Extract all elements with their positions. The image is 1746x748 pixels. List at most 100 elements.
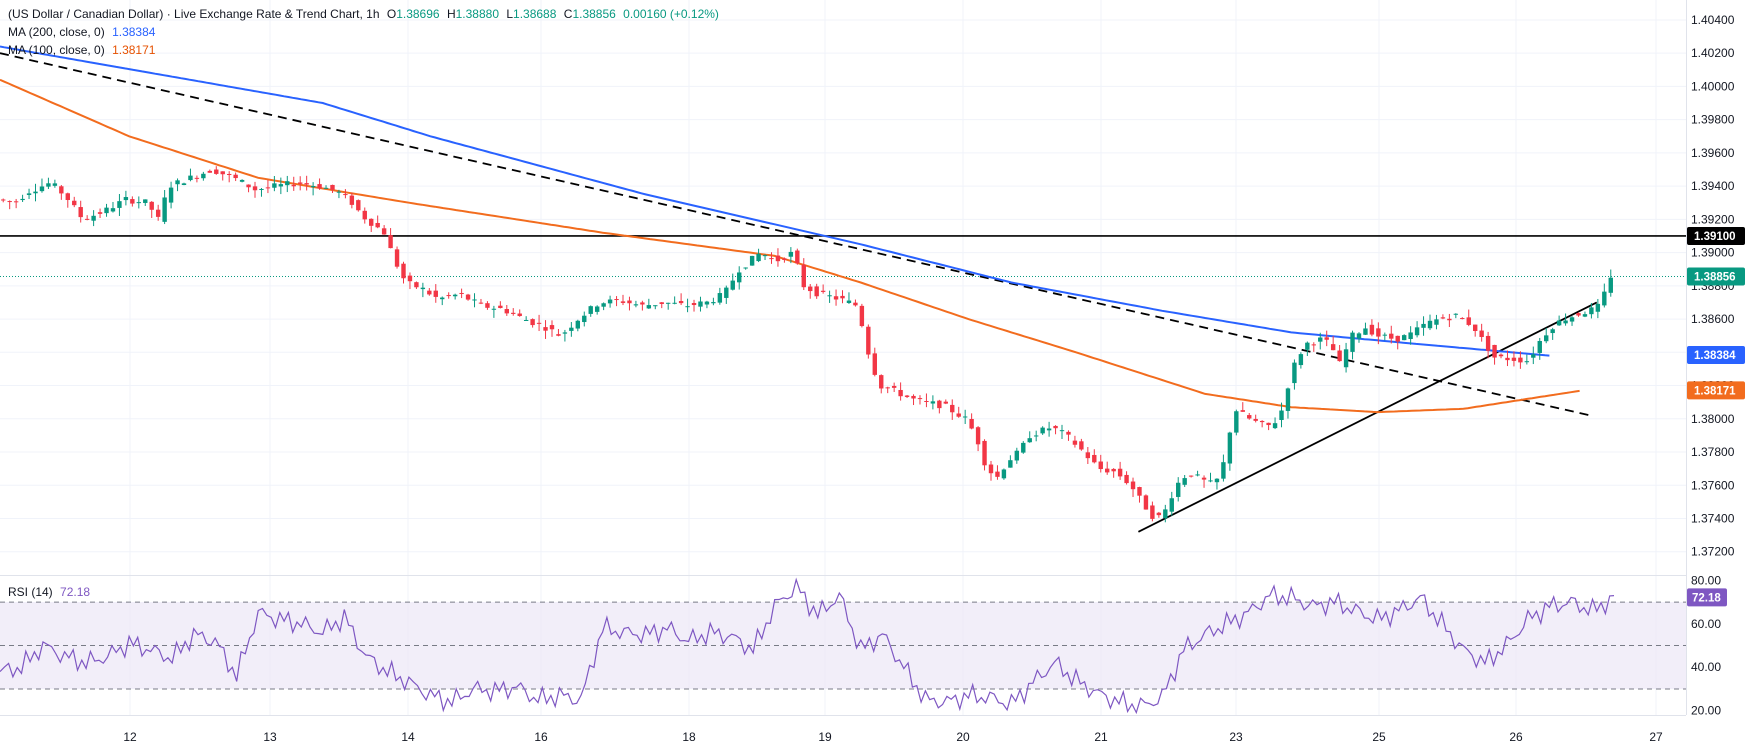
candle-body <box>1524 361 1530 363</box>
candle-body <box>685 306 690 308</box>
candle-body <box>349 195 355 205</box>
candle-body <box>485 303 490 308</box>
candle-body <box>104 207 109 214</box>
candle-body <box>91 215 96 221</box>
candle-body <box>782 258 787 260</box>
candle-body <box>853 302 858 306</box>
candle-body <box>478 302 484 304</box>
candle-body <box>298 182 303 184</box>
price-tags: 1.39100 1.38856 1.38384 1.38171 72.18 <box>1687 226 1745 607</box>
time-tick-label: 23 <box>1229 730 1243 744</box>
price-tick-label: 1.40200 <box>1691 46 1735 60</box>
candle-body <box>665 302 671 304</box>
candle-body <box>78 207 83 218</box>
rsi-tick-label: 60.00 <box>1691 617 1721 631</box>
candle-body <box>1279 410 1284 420</box>
candle-body <box>1350 332 1355 352</box>
candle-body <box>1324 337 1329 340</box>
candle-body <box>801 264 806 288</box>
symbol-title: (US Dollar / Canadian Dollar) · Live Exc… <box>8 7 380 21</box>
price-tick-label: 1.39000 <box>1691 246 1735 260</box>
candles <box>1 166 1613 523</box>
time-tick-label: 16 <box>534 730 548 744</box>
candle-body <box>394 249 400 267</box>
moving-averages <box>0 45 1580 414</box>
candle-body <box>549 325 555 330</box>
candle-body <box>737 272 742 283</box>
candle-body <box>194 177 200 179</box>
candle-body <box>491 308 497 310</box>
legend-ma200: MA (200, close, 0) 1.38384 <box>8 25 159 40</box>
price-tag-label: 1.39100 <box>1694 231 1736 243</box>
candle-body <box>1040 427 1045 434</box>
candle-body <box>498 305 503 309</box>
candle-body <box>756 253 761 262</box>
candle-body <box>691 303 697 306</box>
candle-body <box>317 184 322 189</box>
candle-body <box>1143 495 1149 510</box>
candle-body <box>336 191 342 193</box>
candle-body <box>1259 420 1265 423</box>
candle-body <box>1214 478 1220 483</box>
candle-body <box>730 280 735 290</box>
candle-body <box>1343 349 1349 368</box>
candle-body <box>1460 318 1465 320</box>
price-tick-label: 1.37200 <box>1691 545 1735 559</box>
candle-body <box>1163 509 1168 519</box>
candle-body <box>1492 344 1497 358</box>
candle-body <box>898 389 903 397</box>
candle-body <box>1356 333 1362 339</box>
candle-body <box>65 193 70 201</box>
candle-body <box>1014 450 1020 461</box>
price-tick-label: 1.37600 <box>1691 478 1735 492</box>
legend-ma100: MA (100, close, 0) 1.38171 <box>8 43 159 58</box>
legend-rsi: RSI (14) 72.18 <box>8 585 94 600</box>
candle-body <box>866 326 871 355</box>
candle-body <box>149 201 154 210</box>
price-tick-label: 1.40400 <box>1691 13 1735 27</box>
candle-body <box>827 295 832 297</box>
candle-body <box>220 171 225 175</box>
candle-body <box>1569 317 1575 322</box>
candle-body <box>1550 329 1555 334</box>
candle-body <box>162 197 167 222</box>
candle-body <box>330 184 335 190</box>
candle-body <box>543 327 548 331</box>
price-tag-label: 1.38384 <box>1694 350 1736 362</box>
candle-body <box>1059 430 1065 432</box>
ma200-value: 1.38384 <box>112 25 156 39</box>
price-tick-label: 1.39600 <box>1691 146 1735 160</box>
candle-body <box>943 401 949 404</box>
candle-body <box>762 255 768 257</box>
candle-body <box>523 319 529 321</box>
candle-body <box>26 193 32 195</box>
candle-body <box>20 198 25 201</box>
candle-body <box>59 186 64 194</box>
price-tick-label: 1.39400 <box>1691 179 1735 193</box>
candle-body <box>1008 460 1013 468</box>
candle-body <box>962 416 968 418</box>
candle-body <box>814 286 819 297</box>
candle-body <box>1001 469 1007 479</box>
candle-body <box>575 320 581 329</box>
candle-body <box>1027 438 1032 443</box>
candle-body <box>1033 435 1039 437</box>
candle-body <box>1576 313 1581 316</box>
candle-body <box>743 267 748 269</box>
candle-body <box>795 250 800 264</box>
candle-body <box>52 183 58 186</box>
candle-body <box>401 263 406 279</box>
price-tick-label: 1.39200 <box>1691 212 1735 226</box>
candle-body <box>1395 335 1400 342</box>
candle-body <box>1111 468 1116 472</box>
candle-body <box>698 301 703 307</box>
candle-body <box>911 395 916 399</box>
candle-body <box>1369 324 1375 335</box>
candle-body <box>1544 335 1549 342</box>
price-axis: 1.372001.374001.376001.378001.380001.382… <box>1691 13 1735 559</box>
candle-body <box>84 218 90 220</box>
candle-body <box>110 208 116 212</box>
candle-body <box>879 375 884 389</box>
candle-body <box>1285 388 1291 411</box>
candle-body <box>1563 320 1568 324</box>
